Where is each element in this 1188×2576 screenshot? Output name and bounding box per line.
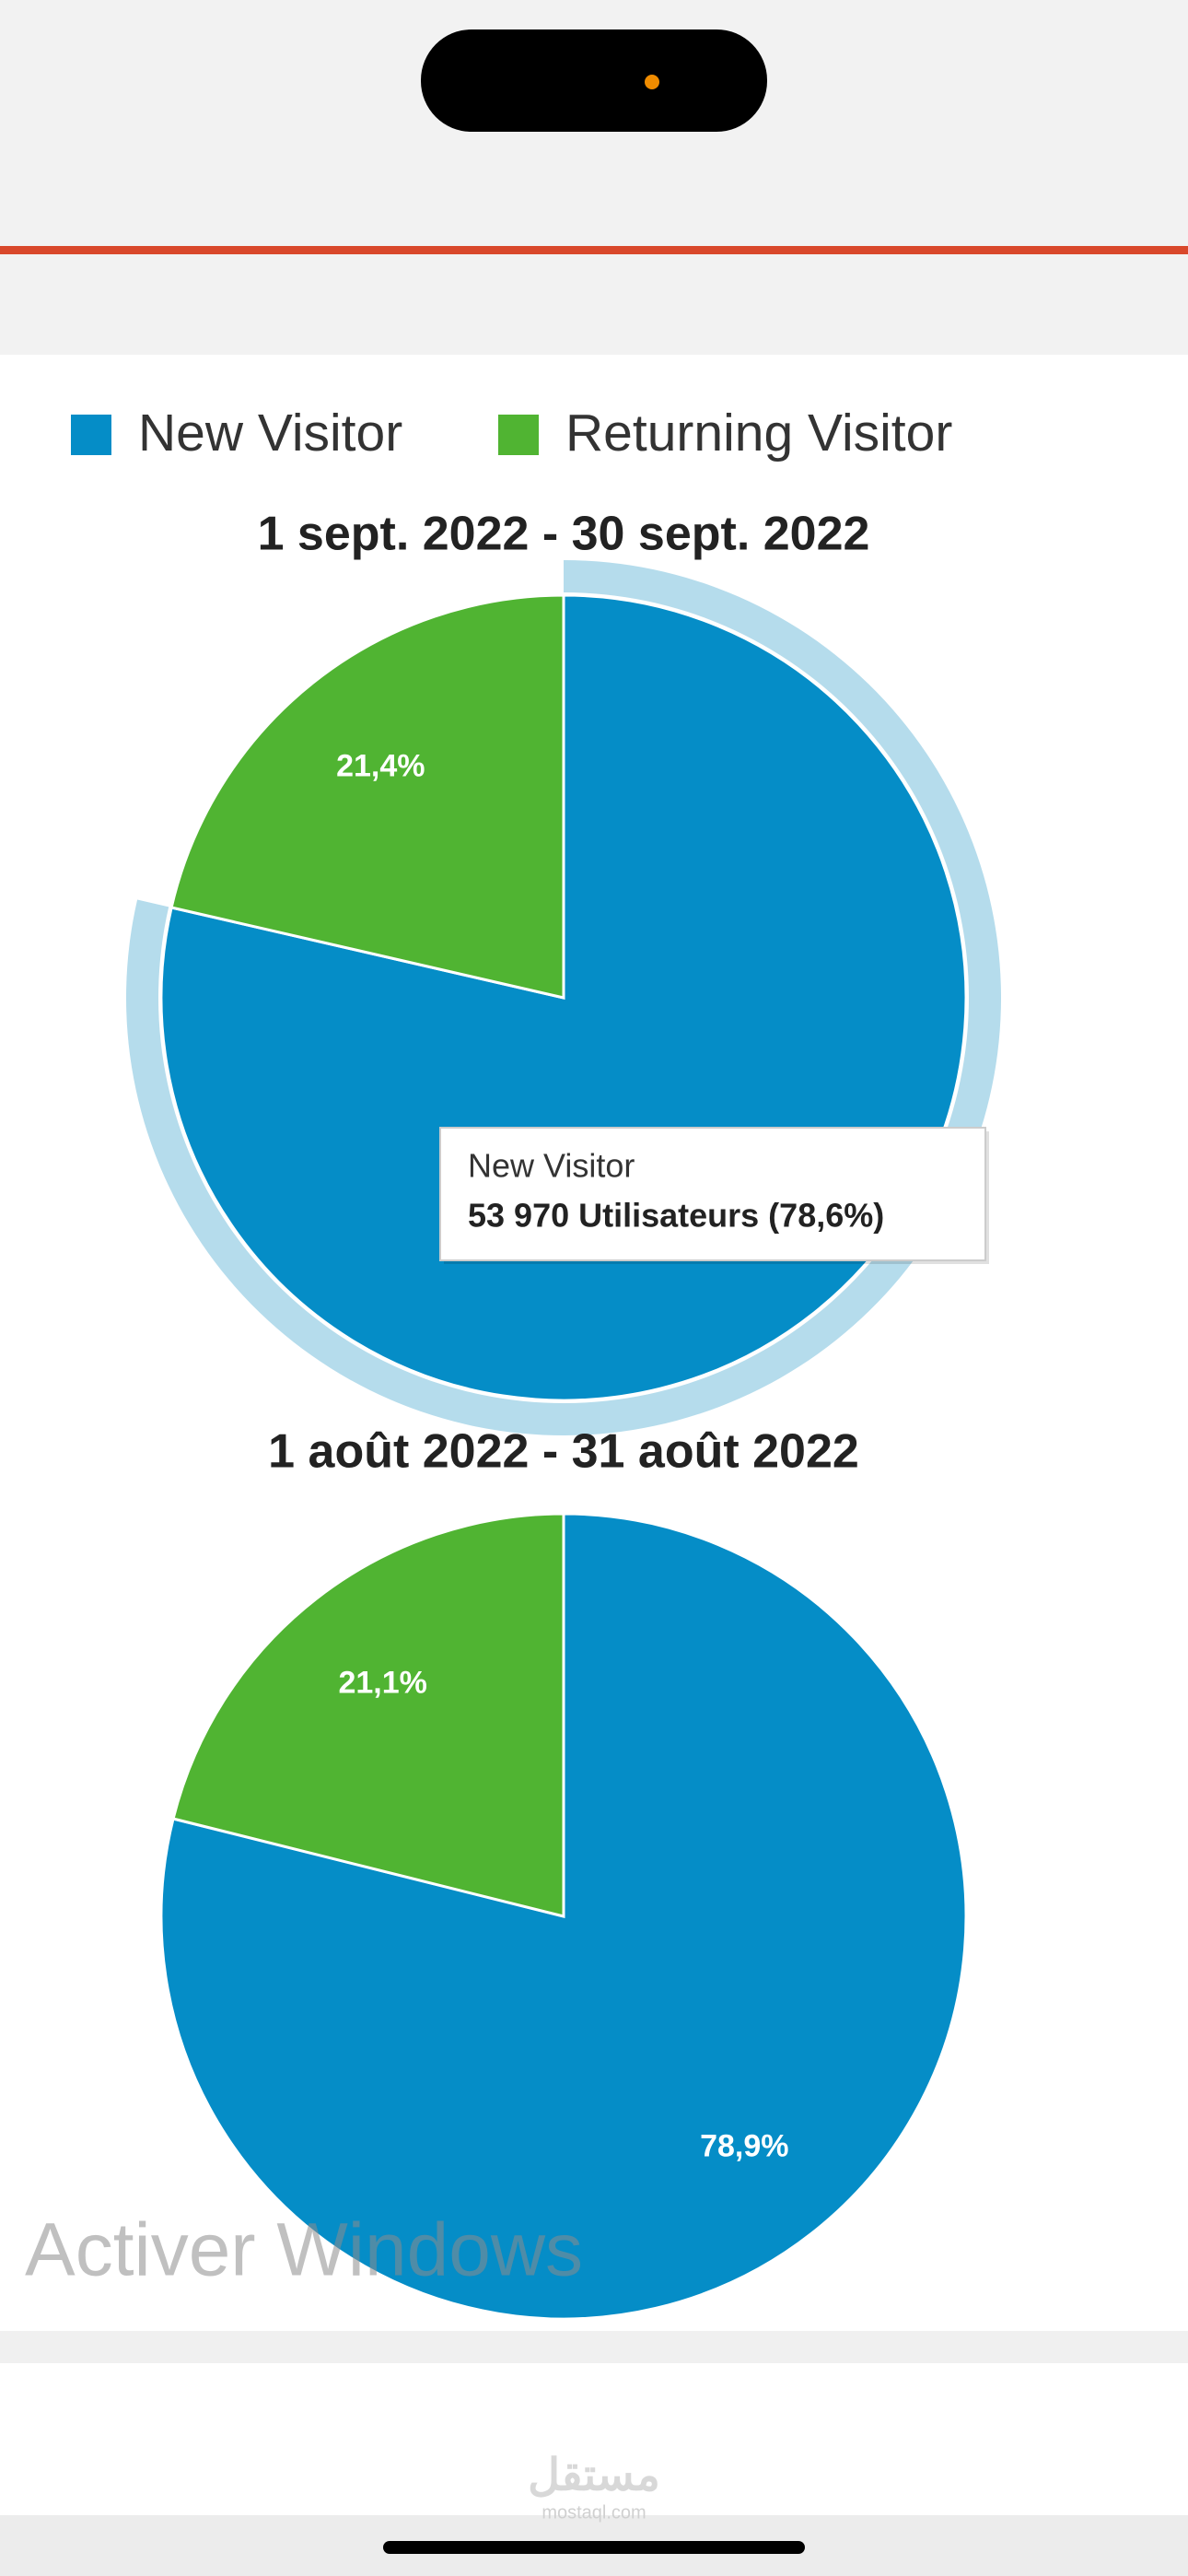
panel-gap [0, 2331, 1188, 2363]
legend-label: New Visitor [138, 404, 402, 463]
chart-title: 1 août 2022 - 31 août 2022 [268, 1425, 859, 1479]
legend-swatch [498, 415, 539, 455]
camera-dot [645, 75, 659, 89]
footer-logo: مستقل [528, 2452, 660, 2500]
slice-label: 78,9% [700, 2128, 788, 2163]
dynamic-island [421, 29, 767, 132]
pie-slice [171, 1512, 565, 1918]
footer-logo-sub: mostaql.com [542, 2502, 646, 2523]
footer [0, 2363, 1188, 2515]
charts: New Visitor Returning Visitor 1 sept. 2022… [71, 404, 1001, 2321]
pie-slice [169, 593, 565, 1000]
slice-label: 21,4% [336, 748, 425, 783]
legend-swatch [71, 415, 111, 455]
tooltip-text: 53 970 Utilisateurs (78,6%) [468, 1197, 884, 1235]
chart-title: 1 sept. 2022 - 30 sept. 2022 [258, 508, 870, 561]
tooltip-box [439, 1127, 986, 1261]
legend-label: Returning Visitor [565, 404, 952, 463]
tooltip-title: New Visitor [468, 1147, 635, 1185]
header-line [0, 246, 1188, 254]
home-indicator [383, 2541, 805, 2554]
pie-slice [159, 1512, 968, 2321]
slice-label: 21,1% [338, 1666, 426, 1701]
watermark: Activer Windows [25, 2208, 583, 2292]
